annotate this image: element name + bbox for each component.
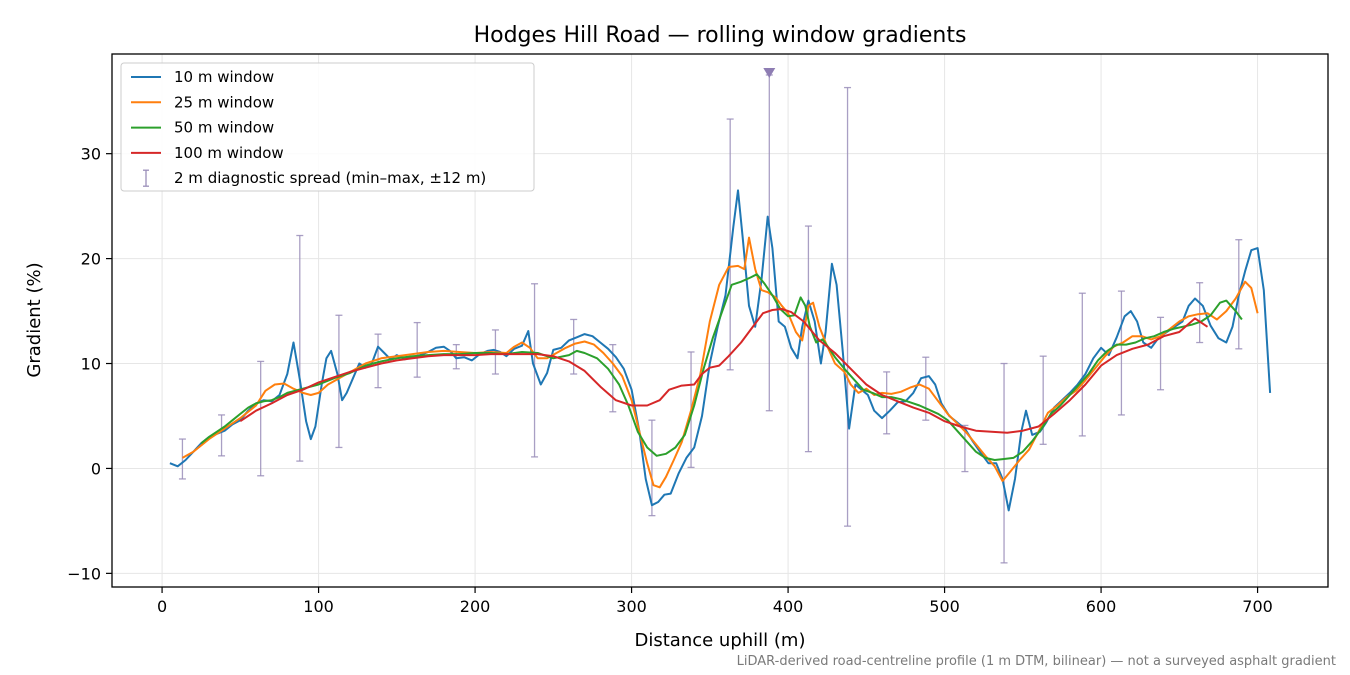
y-tick-label: 30 xyxy=(81,145,101,164)
x-axis-label: Distance uphill (m) xyxy=(635,630,806,651)
errorbar xyxy=(609,343,617,413)
errorbar xyxy=(961,424,969,473)
errorbar xyxy=(178,438,186,480)
source-note: LiDAR-derived road-centreline profile (1… xyxy=(737,654,1336,669)
series-line xyxy=(169,189,1272,512)
errorbar xyxy=(1157,316,1165,391)
legend-label: 2 m diagnostic spread (min–max, ±12 m) xyxy=(174,169,486,187)
errorbar xyxy=(452,343,460,370)
y-tick-label: 10 xyxy=(81,355,101,374)
series-line xyxy=(200,273,1243,461)
x-tick-label: 100 xyxy=(303,597,334,616)
series-line xyxy=(239,308,1209,434)
series-line xyxy=(181,236,1259,489)
clipped-range-marker xyxy=(763,67,776,78)
x-tick-label: 700 xyxy=(1242,597,1273,616)
errorbar xyxy=(296,234,304,462)
legend: 10 m window 25 m window 50 m window 100 m w… xyxy=(120,62,535,192)
y-tick-label: −10 xyxy=(67,564,101,583)
errorbar xyxy=(648,419,656,517)
legend-label: 50 m window xyxy=(174,119,274,137)
errorbar xyxy=(1078,292,1086,437)
errorbar xyxy=(883,371,891,435)
errorbar xyxy=(844,86,852,527)
x-tick-label: 500 xyxy=(929,597,960,616)
legend-box xyxy=(120,62,535,192)
chart-title: Hodges Hill Road — rolling window gradie… xyxy=(474,23,967,48)
x-tick-label: 600 xyxy=(1086,597,1117,616)
errorbar xyxy=(804,225,812,453)
y-axis-label: Gradient (%) xyxy=(24,262,45,377)
errorbar xyxy=(726,118,734,371)
x-tick-label: 400 xyxy=(773,597,804,616)
x-axis-ticks: 0 100 200 300 400 500 600 700 xyxy=(157,587,1273,616)
errorbar xyxy=(257,360,265,477)
errorbar-series xyxy=(178,67,1243,564)
y-tick-label: 20 xyxy=(81,250,101,269)
legend-label: 25 m window xyxy=(174,93,274,111)
errorbar xyxy=(1039,355,1047,445)
legend-label: 100 m window xyxy=(174,144,284,162)
errorbar xyxy=(922,356,930,421)
legend-label: 10 m window xyxy=(174,68,274,86)
x-tick-label: 200 xyxy=(460,597,491,616)
errorbar xyxy=(218,414,226,457)
errorbar xyxy=(1000,362,1008,564)
x-tick-label: 300 xyxy=(616,597,647,616)
x-tick-label: 0 xyxy=(157,597,167,616)
errorbar xyxy=(374,333,382,389)
errorbar xyxy=(413,321,421,378)
line-series xyxy=(169,189,1272,512)
grid-lines xyxy=(112,54,1328,587)
plot-frame xyxy=(111,53,1329,588)
y-axis-ticks: −10 0 10 20 30 xyxy=(67,145,112,583)
errorbar xyxy=(1196,282,1204,344)
y-tick-label: 0 xyxy=(91,459,101,478)
